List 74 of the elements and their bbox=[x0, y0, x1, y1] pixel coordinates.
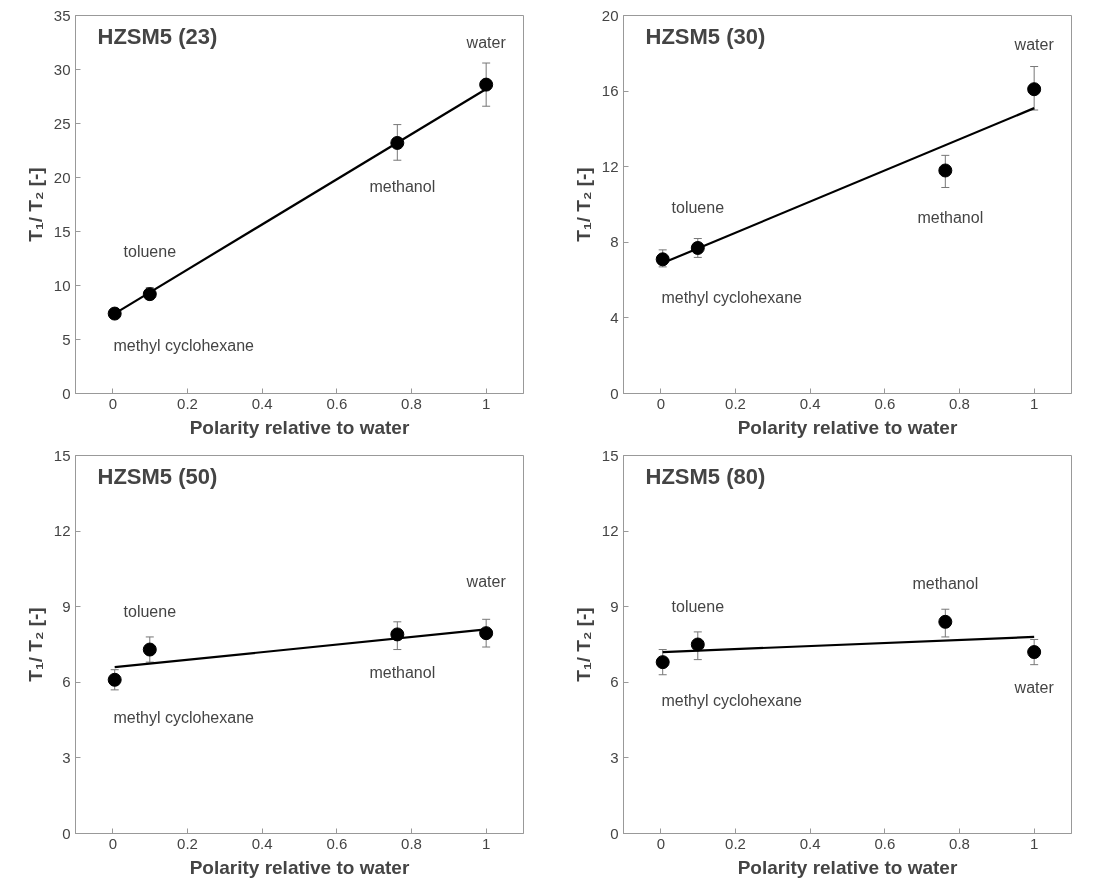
chart-title: HZSM5 (50) bbox=[97, 463, 218, 489]
y-axis-title: T₁/ T₂ [-] bbox=[24, 607, 46, 682]
annotation: methanol bbox=[369, 178, 436, 196]
x-tick-label: 0.8 bbox=[949, 394, 970, 412]
y-tick-label: 8 bbox=[610, 233, 619, 251]
x-tick-label: 1 bbox=[1030, 394, 1039, 412]
x-axis-title: Polarity relative to water bbox=[189, 856, 410, 878]
y-tick-label: 30 bbox=[53, 60, 71, 78]
annotation: methyl cyclohexane bbox=[661, 691, 803, 709]
y-tick-label: 12 bbox=[601, 157, 619, 175]
x-tick-label: 1 bbox=[482, 834, 491, 852]
y-tick-label: 6 bbox=[610, 673, 619, 691]
annotation: toluene bbox=[123, 603, 177, 621]
x-axis-title: Polarity relative to water bbox=[737, 856, 958, 878]
y-axis-title: T₁/ T₂ [-] bbox=[572, 607, 594, 682]
x-tick-label: 1 bbox=[1030, 834, 1039, 852]
y-tick-label: 15 bbox=[601, 446, 619, 464]
y-axis-title: T₁/ T₂ [-] bbox=[572, 167, 594, 242]
x-tick-label: 0.2 bbox=[177, 834, 198, 852]
x-tick-label: 0.8 bbox=[949, 834, 970, 852]
x-tick-label: 0 bbox=[108, 834, 118, 852]
x-tick-label: 0.6 bbox=[874, 834, 896, 852]
y-tick-label: 10 bbox=[53, 276, 71, 294]
annotation: methyl cyclohexane bbox=[113, 709, 255, 727]
x-axis-title: Polarity relative to water bbox=[189, 416, 410, 438]
x-tick-label: 0.4 bbox=[251, 394, 273, 412]
x-tick-label: 0.6 bbox=[326, 394, 348, 412]
annotation: water bbox=[1013, 35, 1055, 53]
chart-title: HZSM5 (80) bbox=[645, 463, 766, 489]
annotation: methanol bbox=[917, 208, 984, 226]
annotation: water bbox=[1013, 678, 1055, 696]
y-tick-label: 9 bbox=[610, 597, 619, 615]
y-tick-label: 4 bbox=[610, 308, 619, 326]
x-tick-label: 0.4 bbox=[251, 834, 273, 852]
y-tick-label: 15 bbox=[53, 222, 71, 240]
x-tick-label: 0 bbox=[656, 834, 666, 852]
y-tick-label: 20 bbox=[601, 6, 619, 24]
x-tick-label: 0.6 bbox=[326, 834, 348, 852]
annotation: methyl cyclohexane bbox=[113, 337, 255, 355]
annotation: toluene bbox=[123, 242, 177, 260]
x-tick-label: 0.2 bbox=[725, 834, 746, 852]
y-axis-title: T₁/ T₂ [-] bbox=[24, 167, 46, 242]
y-tick-label: 12 bbox=[601, 522, 619, 540]
x-tick-label: 0.2 bbox=[725, 394, 746, 412]
x-tick-label: 0.8 bbox=[401, 394, 422, 412]
annotation: toluene bbox=[671, 598, 725, 615]
annotation: water bbox=[465, 572, 507, 590]
y-tick-label: 3 bbox=[610, 748, 619, 766]
y-tick-label: 16 bbox=[601, 82, 619, 100]
annotation: water bbox=[465, 34, 507, 52]
x-tick-label: 0.2 bbox=[177, 394, 198, 412]
x-tick-label: 0 bbox=[656, 394, 666, 412]
x-tick-label: 1 bbox=[482, 394, 491, 412]
x-tick-label: 0.4 bbox=[799, 394, 821, 412]
y-tick-label: 9 bbox=[62, 597, 71, 615]
x-tick-label: 0.8 bbox=[401, 834, 422, 852]
annotation: methanol bbox=[369, 663, 436, 681]
chart-title: HZSM5 (30) bbox=[645, 23, 766, 49]
y-tick-label: 15 bbox=[53, 446, 71, 464]
y-tick-label: 5 bbox=[62, 330, 71, 348]
chart-title: HZSM5 (23) bbox=[97, 23, 218, 49]
y-tick-label: 25 bbox=[53, 114, 71, 132]
annotation: toluene bbox=[671, 199, 725, 217]
x-tick-label: 0.4 bbox=[799, 834, 821, 852]
y-tick-label: 3 bbox=[62, 748, 71, 766]
annotation: methyl cyclohexane bbox=[661, 288, 803, 306]
x-tick-label: 0 bbox=[108, 394, 118, 412]
x-axis-title: Polarity relative to water bbox=[737, 416, 958, 438]
annotation: methanol bbox=[912, 575, 979, 593]
y-tick-label: 20 bbox=[53, 168, 71, 186]
y-tick-label: 35 bbox=[53, 6, 71, 24]
x-tick-label: 0.6 bbox=[874, 394, 896, 412]
y-tick-label: 6 bbox=[62, 673, 71, 691]
y-tick-label: 12 bbox=[53, 522, 71, 540]
